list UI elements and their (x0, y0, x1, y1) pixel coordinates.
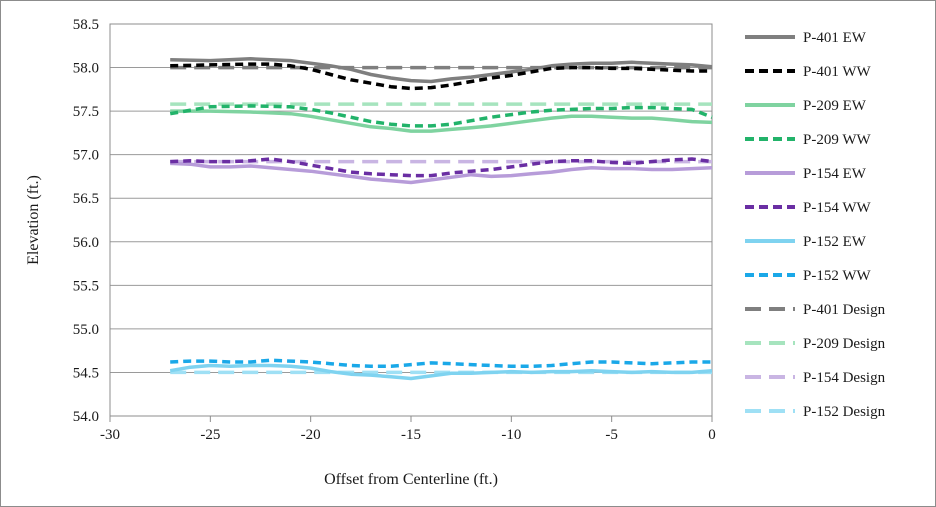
series-line-p-152-ew (169, 363, 713, 381)
plot-area-border (109, 23, 713, 417)
y-tick-label: 57.0 (73, 148, 99, 164)
x-axis-title: Offset from Centerline (ft.) (324, 471, 498, 488)
legend-label: P-154 WW (803, 200, 871, 216)
legend-label: P-209 Design (803, 336, 886, 352)
x-tick-label: -20 (301, 427, 321, 443)
legend-label: P-401 EW (803, 30, 867, 46)
series-line-p-209-ww (169, 104, 713, 128)
x-tick-label: 0 (708, 427, 716, 443)
legend-label: P-152 EW (803, 234, 867, 250)
legend-label: P-209 WW (803, 132, 871, 148)
y-tick-label: 56.5 (73, 191, 99, 207)
legend-label: P-152 WW (803, 268, 871, 284)
legend-label: P-209 EW (803, 98, 867, 114)
x-tick-label: -15 (401, 427, 421, 443)
y-axis-title: Elevation (ft.) (25, 175, 42, 265)
legend-label: P-401 WW (803, 64, 871, 80)
series-line-p-154-ew (170, 161, 713, 185)
y-tick-label: 58.0 (73, 61, 99, 77)
legend-label: P-154 Design (803, 370, 886, 386)
y-tick-label: 58.5 (73, 17, 99, 33)
series-line-p-401-ew (170, 57, 713, 84)
y-tick-label: 56.0 (73, 235, 99, 251)
x-tick-label: -30 (100, 427, 120, 443)
x-tick-label: -25 (200, 427, 220, 443)
x-tick-label: -5 (605, 427, 618, 443)
series-line-p-209-ew (170, 109, 713, 133)
legend-label: P-401 Design (803, 302, 886, 318)
y-tick-label: 54.5 (73, 365, 99, 381)
series-line-p-401-ww (170, 62, 712, 91)
y-tick-label: 57.5 (73, 104, 99, 120)
legend-label: P-152 Design (803, 404, 886, 420)
y-tick-label: 54.0 (73, 409, 99, 425)
legend-label: P-154 EW (803, 166, 867, 182)
y-tick-label: 55.0 (73, 322, 99, 338)
x-tick-label: -10 (501, 427, 521, 443)
y-tick-label: 55.5 (73, 278, 99, 294)
